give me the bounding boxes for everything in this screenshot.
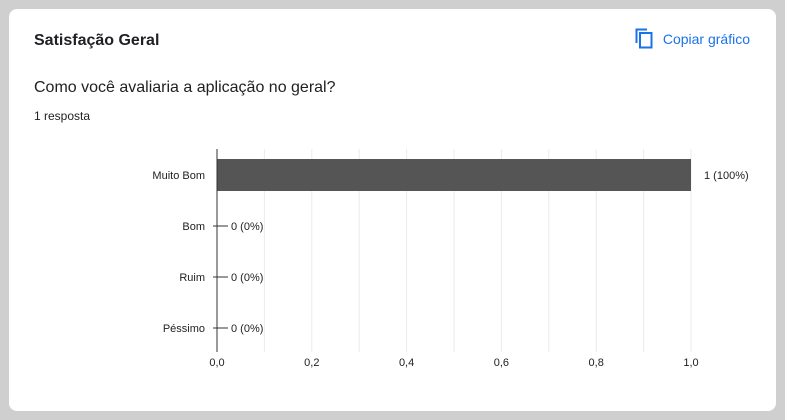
data-label: 0 (0%)	[231, 272, 263, 284]
category-label: Muito Bom	[152, 170, 205, 182]
response-count: 1 resposta	[34, 109, 91, 123]
bar	[217, 159, 691, 191]
x-tick-label: 1,0	[683, 357, 698, 369]
chart-card: Satisfação Geral Copiar gráfico Como voc…	[9, 9, 776, 411]
copy-icon	[635, 28, 653, 49]
copy-chart-label: Copiar gráfico	[662, 30, 750, 47]
x-tick-label: 0,8	[589, 357, 604, 369]
category-label: Bom	[182, 221, 205, 233]
copy-chart-button[interactable]: Copiar gráfico	[635, 28, 750, 49]
category-label: Péssimo	[163, 323, 205, 335]
section-title: Satisfação Geral	[34, 32, 160, 49]
x-tick-label: 0,4	[399, 357, 414, 369]
bar-chart: 0,0 0,2 0,4 0,6 0,8 1,0 Muito Bom 1 (100%) Bom 0 …	[152, 149, 749, 369]
data-label: 1 (100%)	[704, 170, 749, 182]
question-title: Como você avaliaria a aplicação no geral…	[34, 79, 336, 96]
data-label: 0 (0%)	[231, 221, 263, 233]
x-tick-label: 0,6	[494, 357, 509, 369]
data-label: 0 (0%)	[231, 323, 263, 335]
category-label: Ruim	[179, 272, 205, 284]
x-tick-label: 0,0	[209, 357, 224, 369]
x-tick-label: 0,2	[304, 357, 319, 369]
